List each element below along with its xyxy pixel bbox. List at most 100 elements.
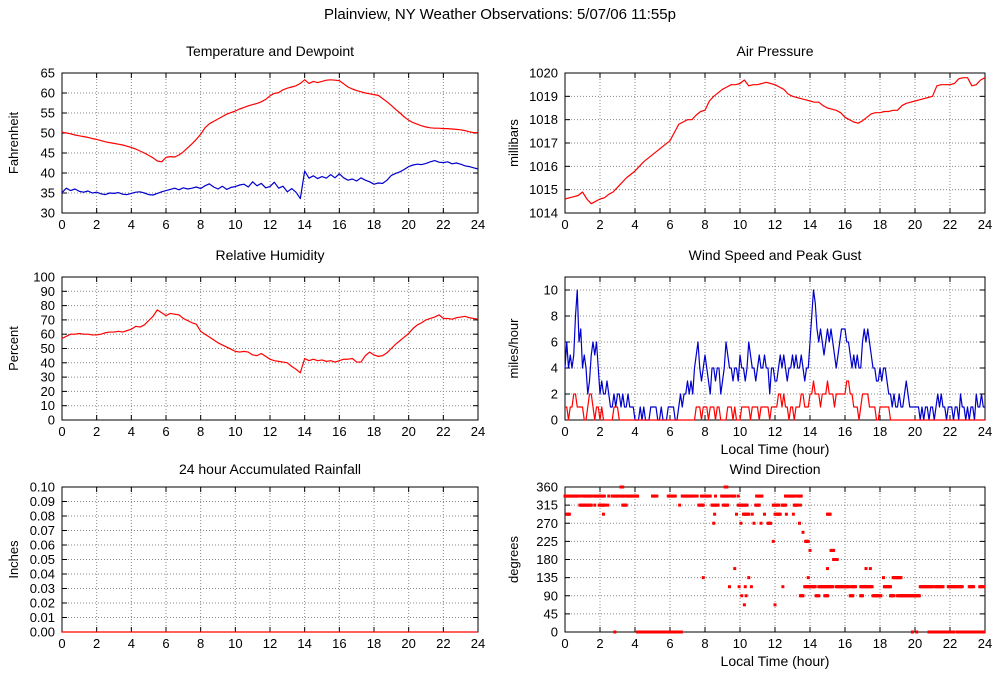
scatter-point	[736, 494, 740, 498]
scatter-point	[727, 494, 731, 498]
scatter-point	[743, 585, 747, 589]
scatter-point	[777, 503, 780, 507]
series-temperature	[61, 79, 478, 163]
series-pressure	[564, 77, 986, 205]
x-tick-label: 6	[666, 217, 673, 232]
x-tick-label: 20	[908, 217, 922, 232]
x-tick-label: 14	[803, 424, 817, 439]
x-tick-label: 24	[978, 636, 992, 651]
scatter-point	[745, 503, 749, 507]
scatter-point	[701, 576, 705, 580]
y-tick-label: 0.00	[30, 625, 55, 640]
x-tick-label: 6	[666, 636, 673, 651]
x-tick-label: 0	[58, 217, 65, 232]
x-tick-label: 18	[367, 424, 381, 439]
y-axis-label: Fahrenheit	[6, 112, 21, 175]
x-tick-label: 16	[332, 217, 346, 232]
y-tick-label: 0.05	[30, 552, 55, 567]
scatter-point	[759, 521, 763, 525]
x-tick-label: 8	[197, 217, 204, 232]
scatter-point	[757, 503, 761, 507]
scatter-point	[931, 585, 934, 589]
scatter-point	[851, 594, 855, 598]
x-tick-label: 22	[436, 217, 450, 232]
y-tick-label: 0.02	[30, 596, 55, 611]
scatter-point	[791, 512, 795, 516]
x-tick-label: 14	[803, 636, 817, 651]
scatter-point	[910, 630, 914, 634]
y-tick-label: 1014	[529, 206, 558, 221]
scatter-point	[861, 594, 864, 598]
x-tick-label: 18	[367, 217, 381, 232]
x-tick-label: 4	[128, 636, 135, 651]
x-tick-label: 16	[838, 636, 852, 651]
y-tick-label: 65	[41, 66, 55, 81]
x-tick-label: 4	[631, 217, 638, 232]
scatter-point	[892, 594, 896, 598]
y-tick-label: 40	[41, 355, 55, 370]
scatter-point	[607, 494, 611, 498]
scatter-point	[708, 494, 712, 498]
x-tick-label: 12	[263, 424, 277, 439]
scatter-point	[622, 494, 626, 498]
y-tick-label: 0	[551, 625, 558, 640]
scatter-point	[832, 548, 836, 552]
scatter-point	[915, 630, 919, 634]
y-tick-label: 80	[41, 298, 55, 313]
x-tick-label: 4	[631, 424, 638, 439]
scatter-point	[982, 630, 986, 634]
y-tick-label: 1016	[529, 159, 558, 174]
scatter-point	[733, 567, 737, 571]
scatter-point	[826, 594, 829, 598]
x-tick-label: 16	[332, 636, 346, 651]
y-tick-label: 90	[41, 284, 55, 299]
scatter-point	[714, 494, 717, 498]
y-tick-label: 45	[544, 606, 558, 621]
scatter-point	[868, 567, 872, 571]
scatter-point	[806, 576, 810, 580]
scatter-point	[678, 503, 682, 507]
x-tick-label: 6	[162, 217, 169, 232]
scatter-point	[725, 485, 729, 489]
x-tick-label: 22	[943, 424, 957, 439]
y-tick-label: 0.03	[30, 581, 55, 596]
scatter-point	[749, 585, 753, 589]
scatter-point	[796, 503, 800, 507]
scatter-point	[636, 494, 640, 498]
x-tick-label: 2	[93, 636, 100, 651]
scatter-point	[793, 494, 797, 498]
y-tick-label: 0.10	[30, 480, 55, 495]
y-tick-label: 135	[536, 570, 558, 585]
series-relative_humidity	[61, 309, 479, 374]
scatter-point	[593, 503, 597, 507]
scatter-point	[733, 494, 737, 498]
x-tick-label: 24	[471, 217, 485, 232]
scatter-point	[917, 594, 921, 598]
y-tick-label: 45	[41, 146, 55, 161]
y-tick-label: 180	[536, 552, 558, 567]
y-tick-label: 55	[41, 106, 55, 121]
y-tick-label: 0	[48, 413, 55, 428]
y-tick-label: 6	[551, 335, 558, 350]
scatter-point	[769, 521, 773, 525]
x-tick-label: 2	[596, 217, 603, 232]
scatter-point	[982, 585, 986, 589]
scatter-point	[747, 512, 751, 516]
scatter-point	[603, 503, 607, 507]
x-tick-label: 0	[561, 217, 568, 232]
x-tick-label: 4	[128, 217, 135, 232]
scatter-point	[613, 630, 617, 634]
scatter-point	[695, 494, 699, 498]
x-tick-label: 12	[768, 636, 782, 651]
y-tick-label: 0.09	[30, 494, 55, 509]
chart-title: Wind Speed and Peak Gust	[689, 247, 862, 263]
y-axis-label: millibars	[506, 119, 521, 167]
scatter-point	[713, 512, 717, 516]
chart-title: Air Pressure	[736, 43, 813, 59]
chart-title: Temperature and Dewpoint	[186, 43, 354, 59]
scatter-point	[673, 494, 677, 498]
scatter-point	[602, 494, 606, 498]
scatter-point	[773, 603, 777, 607]
x-axis-label: Local Time (hour)	[721, 441, 830, 457]
